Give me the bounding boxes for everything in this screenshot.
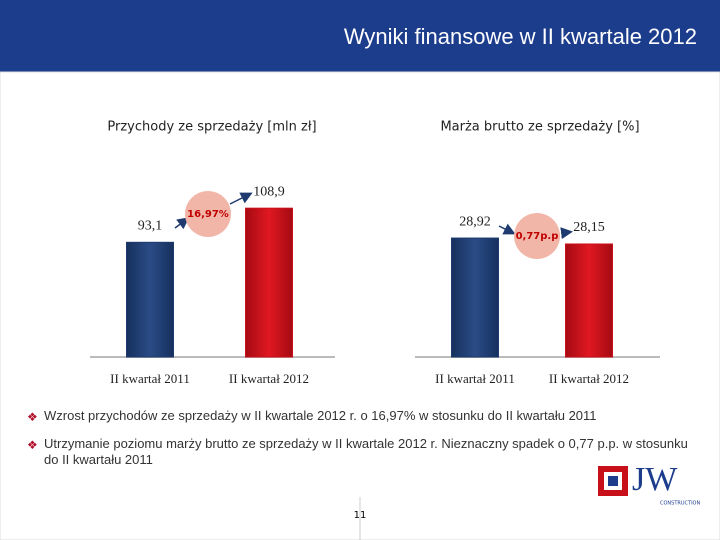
bullet-text: Wzrost przychodów ze sprzedaży w II kwar… (44, 408, 597, 423)
bar (245, 207, 293, 358)
logo-core (608, 476, 618, 486)
bullet: ❖ Wzrost przychodów ze sprzedaży w II kwa… (27, 408, 597, 424)
bar (565, 243, 613, 358)
value-label: 28,92 (459, 214, 491, 229)
logo: JW CONSTRUCTION (598, 461, 700, 507)
arrow (560, 227, 573, 240)
x-tick-label: II kwartał 2012 (229, 371, 309, 386)
chart-title: Marża brutto ze sprzedaży [%] (440, 120, 639, 135)
x-tick-label: II kwartał 2012 (549, 371, 629, 386)
bullet-text: Utrzymanie poziomu marży brutto ze sprze… (44, 436, 688, 467)
value-label: 108,9 (253, 184, 285, 199)
arrow (229, 192, 253, 205)
annotation: 0,77p.p (516, 231, 559, 242)
bar (451, 237, 499, 358)
bullet: ❖ Utrzymanie poziomu marży brutto ze sprz… (27, 436, 688, 467)
slide-title: Wyniki finansowe w II kwartale 2012 (344, 24, 697, 49)
x-tick-label: II kwartał 2011 (435, 371, 515, 386)
arrow (174, 217, 190, 230)
header-bar (0, 0, 720, 72)
x-tick-label: II kwartał 2011 (110, 371, 190, 386)
annotation-circle (185, 191, 231, 237)
chart-title: Przychody ze sprzedaży [mln zł] (107, 120, 316, 135)
arrow (498, 223, 516, 235)
logo-text: JW (632, 461, 678, 498)
annotation: 16,97% (187, 209, 229, 220)
bar (126, 241, 174, 358)
value-label: 93,1 (138, 219, 163, 234)
logo-subtext: CONSTRUCTION (660, 501, 700, 507)
annotation-circle (514, 213, 560, 259)
value-label: 28,15 (573, 220, 605, 235)
